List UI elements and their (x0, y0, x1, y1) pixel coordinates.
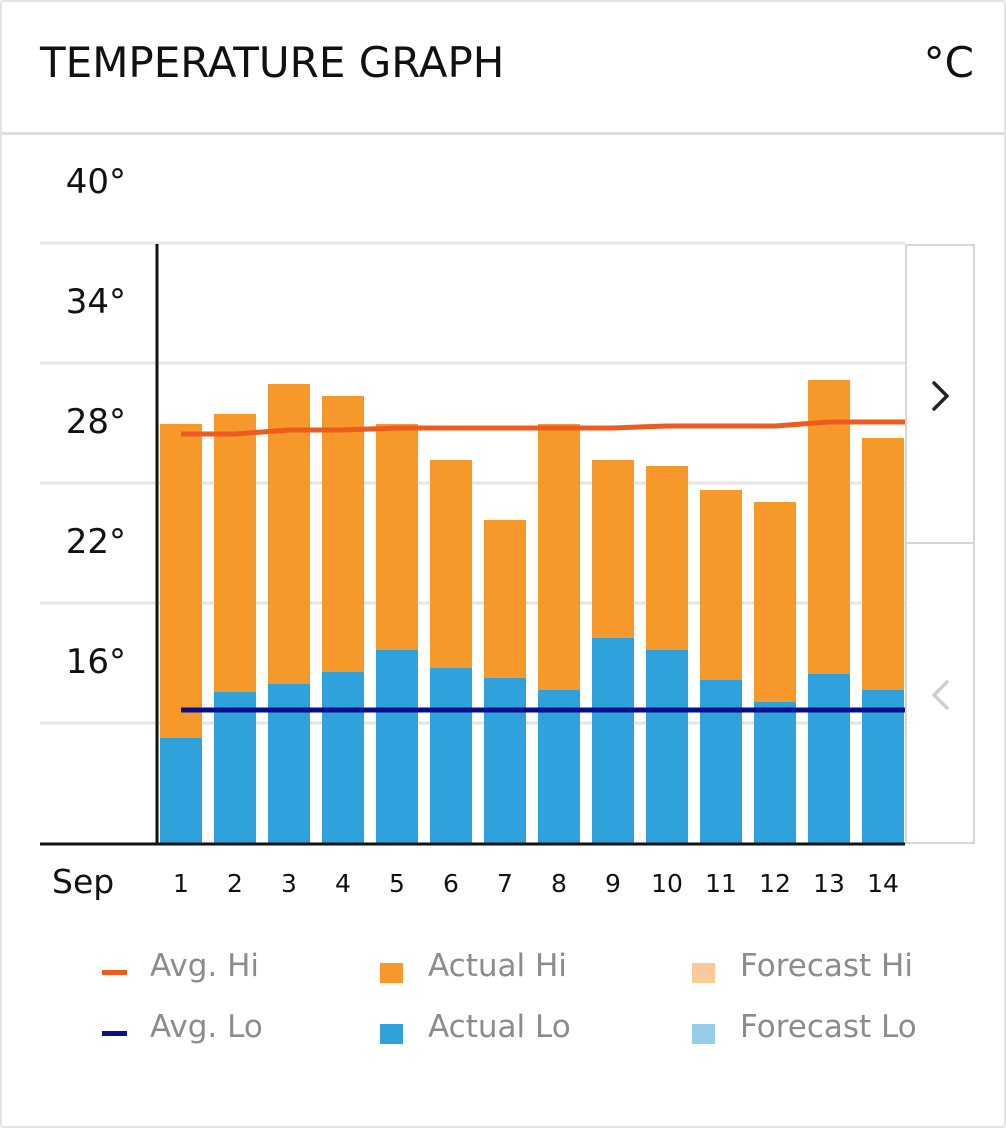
legend-label: Actual Hi (428, 948, 567, 984)
legend-square-swatch (380, 963, 403, 983)
chevron-left-icon (932, 680, 949, 710)
legend-square-swatch (692, 963, 715, 983)
legend-square-swatch (380, 1024, 403, 1044)
actual-lo-bar (160, 738, 202, 844)
actual-lo-bar (754, 702, 796, 844)
x-tick-label: 2 (227, 869, 243, 898)
y-tick-label: 16° (66, 642, 126, 682)
legend-line-swatch (102, 970, 127, 975)
x-tick-label: 9 (605, 869, 621, 898)
y-tick-label: 34° (66, 282, 126, 322)
x-tick-label: 12 (759, 869, 791, 898)
legend-label: Forecast Lo (740, 1009, 917, 1045)
legend-label: Avg. Hi (150, 948, 260, 984)
chevron-right-icon (932, 381, 949, 411)
actual-lo-bar (592, 638, 634, 844)
x-tick-label: 8 (551, 869, 567, 898)
previous-page-button[interactable] (905, 542, 975, 844)
next-page-button[interactable] (905, 244, 975, 544)
x-tick-label: 11 (705, 869, 737, 898)
legend-label: Forecast Hi (740, 948, 913, 984)
actual-lo-bar (700, 680, 742, 844)
avg-hi-line (181, 419, 905, 437)
x-tick-label: 14 (867, 869, 899, 898)
y-tick-label: 28° (66, 402, 126, 442)
x-tick-label: 3 (281, 869, 297, 898)
actual-lo-bar (484, 678, 526, 844)
actual-lo-bar (322, 672, 364, 844)
x-tick-label: 13 (813, 869, 845, 898)
x-tick-label: 6 (443, 869, 459, 898)
unit-toggle[interactable]: °C (923, 38, 974, 87)
actual-lo-bar (538, 690, 580, 844)
x-tick-label: 10 (651, 869, 683, 898)
legend-label: Avg. Lo (150, 1009, 263, 1045)
x-tick-label: 4 (335, 869, 351, 898)
actual-lo-bar (376, 650, 418, 844)
actual-lo-bar (808, 674, 850, 844)
y-tick-label: 22° (66, 522, 126, 562)
legend-line-swatch (102, 1031, 127, 1036)
actual-lo-bar (862, 690, 904, 844)
card-header: TEMPERATURE GRAPH °C (2, 2, 1004, 135)
y-tick-label: 40° (66, 162, 126, 202)
page-title: TEMPERATURE GRAPH (40, 38, 505, 87)
temperature-chart: 40°34°28°22°16°Sep 1 2 3 4 5 6 7 8 9 10 11 12 13 14 (40, 162, 905, 901)
x-tick-label: 7 (497, 869, 513, 898)
legend-label: Actual Lo (428, 1009, 571, 1045)
actual-lo-bar (214, 692, 256, 844)
x-tick-label: 5 (389, 869, 405, 898)
actual-lo-bar (646, 650, 688, 844)
x-month-label: Sep (52, 862, 114, 901)
x-tick-label: 1 (173, 869, 189, 898)
legend-square-swatch (692, 1024, 715, 1044)
chart-legend: Avg. Hi Avg. Lo Actual Hi Actual Lo Forecast… (2, 942, 1004, 1072)
actual-lo-bar (430, 668, 472, 844)
